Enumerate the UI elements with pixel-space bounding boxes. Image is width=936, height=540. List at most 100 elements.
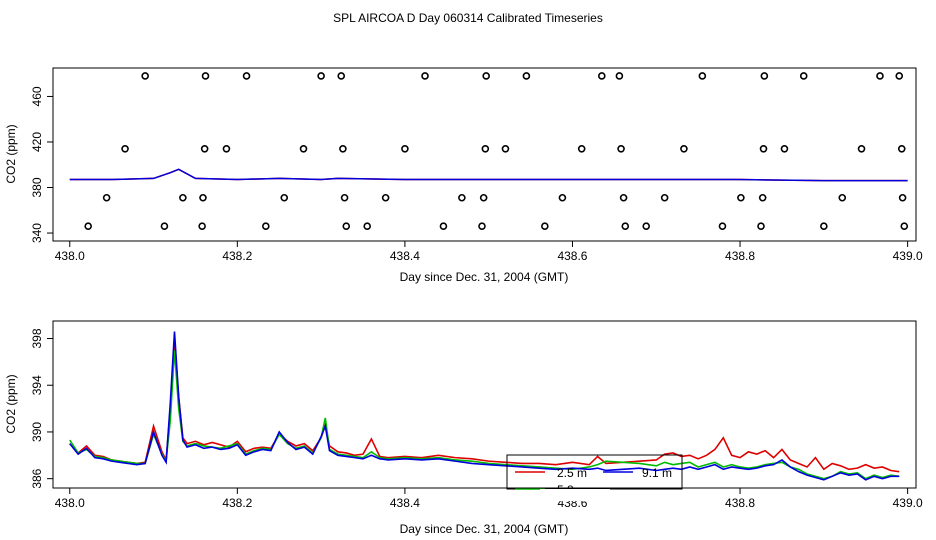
calibration-point	[598, 72, 606, 80]
top-y-ticks: 340 380 420 460	[30, 86, 53, 243]
calibration-point	[541, 222, 549, 231]
calibration-point	[857, 145, 866, 153]
calibration-point	[680, 145, 688, 153]
calibration-point	[262, 222, 270, 231]
calibration-point	[621, 222, 630, 231]
calibration-point	[179, 193, 187, 202]
calibration-point	[482, 72, 490, 80]
top-trace-blue	[69, 168, 908, 182]
bottom-x-tick-label: 438.4	[390, 496, 420, 510]
calibration-point	[242, 72, 251, 80]
top-y-tick-label: 340	[30, 223, 44, 243]
calibration-point	[84, 222, 92, 231]
bottom-x-axis-label: Day since Dec. 31, 2004 (GMT)	[400, 522, 569, 536]
calibration-point	[558, 193, 567, 202]
calibration-point	[900, 222, 909, 231]
top-y-tick-label: 380	[30, 177, 44, 197]
top-panel: CO2 (ppm) Day since Dec. 31, 2004 (GMT) …	[4, 67, 923, 284]
bottom-y-tick-label: 386	[30, 468, 44, 488]
bottom-x-ticks: 438.0 438.2 438.4 438.6 438.8 439.0	[55, 488, 923, 510]
legend: 2.5 m9.1 m5.8 m	[53, 454, 916, 501]
calibration-point	[820, 222, 828, 231]
calibration-point	[617, 145, 625, 153]
calibration-point	[660, 193, 669, 202]
legend-label-1: 2.5 m	[557, 466, 587, 480]
series-line-3	[69, 331, 900, 481]
calibration-point	[299, 145, 308, 153]
calibration-point	[615, 72, 624, 80]
calibration-point	[799, 72, 808, 80]
calibration-point	[199, 193, 207, 202]
calibration-point	[642, 222, 651, 231]
calibration-point	[522, 72, 531, 80]
top-plot-frame	[52, 67, 917, 242]
bottom-y-tick-label: 390	[30, 422, 44, 442]
calibration-point	[737, 193, 745, 202]
calibration-point	[478, 222, 486, 231]
calibration-point	[102, 193, 111, 202]
calibration-point	[759, 145, 768, 153]
calibration-point	[501, 145, 510, 153]
top-x-tick-label: 439.0	[893, 249, 923, 263]
calibration-point	[401, 145, 409, 153]
calibration-point	[838, 193, 847, 202]
legend-label-3: 9.1 m	[642, 466, 672, 480]
calibration-point	[757, 222, 765, 231]
calibration-point	[363, 222, 371, 231]
calibration-point	[340, 193, 349, 202]
calibration-point	[421, 72, 429, 80]
calibration-point	[121, 145, 129, 153]
calibration-point	[339, 145, 347, 153]
calibration-point	[160, 222, 169, 231]
calibration-point	[141, 72, 149, 80]
legend-clip-cover	[540, 489, 610, 501]
calibration-point	[481, 145, 490, 153]
bottom-y-tick-label: 398	[30, 328, 44, 348]
bottom-panel: CO2 (ppm) Day since Dec. 31, 2004 (GMT) …	[4, 320, 923, 536]
calibration-point	[718, 222, 727, 231]
calibration-point	[698, 72, 707, 80]
calibration-point	[337, 72, 346, 80]
calibration-point	[280, 193, 289, 202]
top-y-tick-label: 460	[30, 86, 44, 106]
calibration-point	[780, 145, 789, 153]
top-data-layer	[69, 72, 909, 231]
bottom-y-ticks: 386 390 394 398	[30, 328, 53, 489]
calibration-point	[342, 222, 351, 231]
bottom-x-tick-label: 439.0	[893, 496, 923, 510]
calibration-point	[758, 193, 767, 202]
top-x-axis-label: Day since Dec. 31, 2004 (GMT)	[400, 270, 569, 284]
calibration-point	[198, 222, 206, 231]
top-x-tick-label: 438.6	[557, 249, 587, 263]
calibration-point	[876, 72, 884, 80]
calibration-point	[200, 145, 209, 153]
top-x-tick-label: 438.2	[222, 249, 252, 263]
top-x-tick-label: 438.0	[55, 249, 85, 263]
calibration-point	[619, 193, 628, 202]
top-y-axis-label: CO2 (ppm)	[4, 124, 18, 183]
bottom-x-tick-label: 438.2	[222, 496, 252, 510]
bottom-data-layer	[69, 331, 900, 481]
calibration-point	[201, 72, 210, 80]
series-line-2	[69, 350, 900, 480]
calibration-point	[760, 72, 769, 80]
calibration-point	[897, 145, 906, 153]
calibration-point	[222, 145, 231, 153]
figure-title: SPL AIRCOA D Day 060314 Calibrated Times…	[333, 11, 603, 25]
top-x-tick-label: 438.8	[725, 249, 755, 263]
bottom-x-tick-label: 438.8	[725, 496, 755, 510]
top-x-ticks: 438.0 438.2 438.4 438.6 438.8 439.0	[55, 241, 923, 263]
series-line-1	[69, 338, 900, 473]
top-x-tick-label: 438.4	[390, 249, 420, 263]
calibration-point	[577, 145, 586, 153]
calibration-point	[895, 72, 904, 80]
calibration-point	[381, 193, 390, 202]
bottom-y-axis-label: CO2 (ppm)	[4, 374, 18, 433]
calibration-point	[317, 72, 325, 80]
bottom-y-tick-label: 394	[30, 375, 44, 395]
calibration-point	[439, 222, 448, 231]
calibration-point	[479, 193, 488, 202]
top-y-tick-label: 420	[30, 132, 44, 152]
calibration-point	[458, 193, 466, 202]
